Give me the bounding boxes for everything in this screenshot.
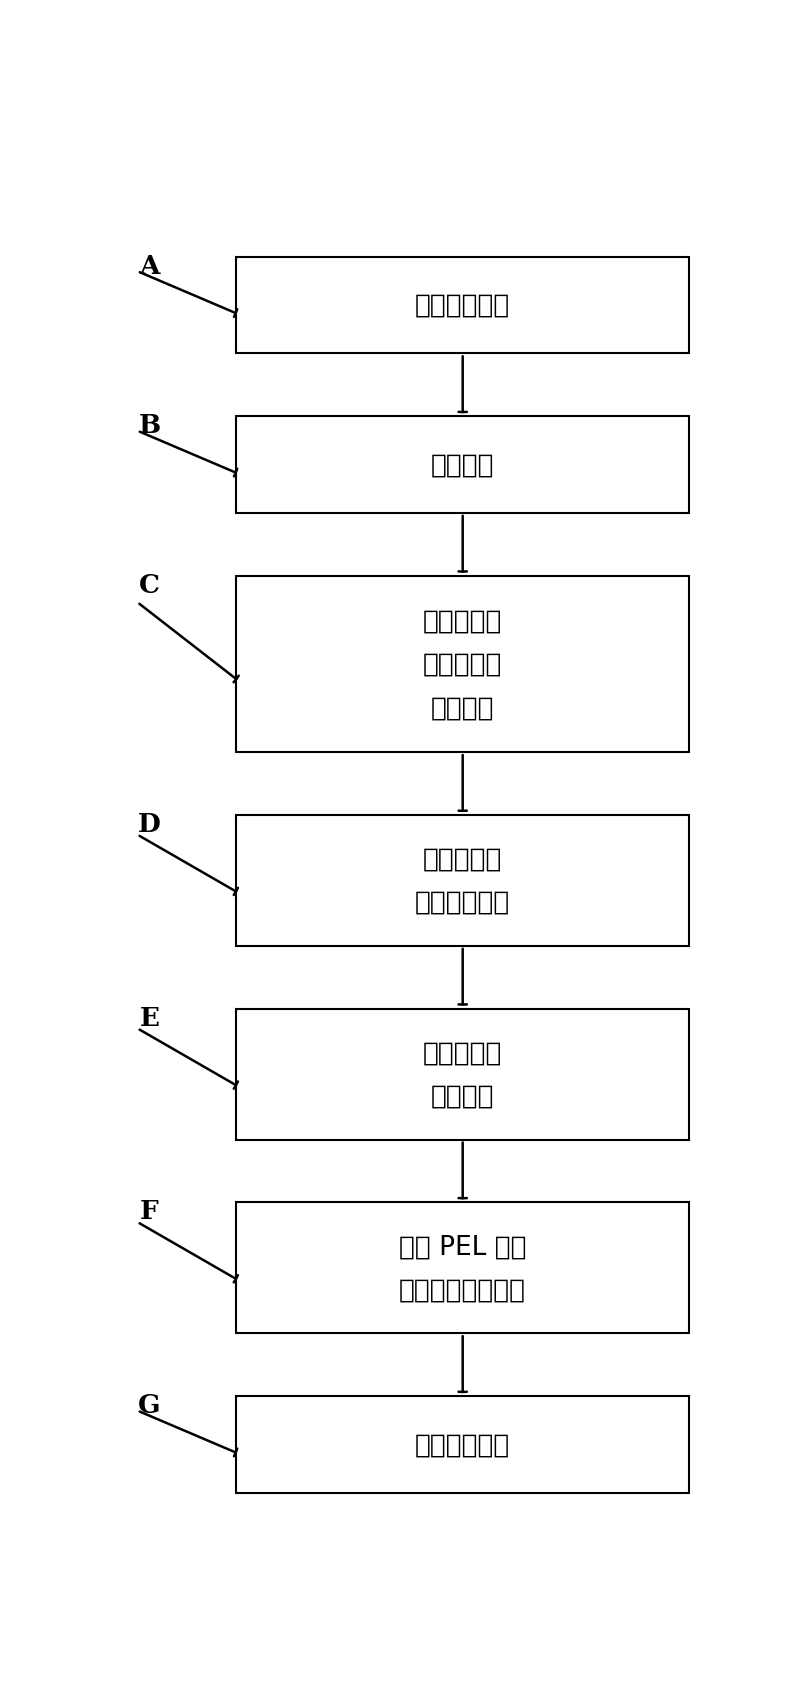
Text: A: A [139,253,160,278]
Text: 建立实验系统: 建立实验系统 [415,294,510,319]
Text: 设置参数，: 设置参数， [423,608,502,635]
Text: 处理图像: 处理图像 [431,1084,494,1110]
Bar [237,816,689,946]
Text: 绘制实时曲线: 绘制实时曲线 [415,1432,510,1458]
Bar [237,577,689,753]
Text: C: C [139,572,160,597]
Text: F: F [140,1198,159,1224]
Bar [237,1202,689,1333]
Text: D: D [138,811,161,836]
Text: B: B [138,413,161,439]
Text: 获得 PEL 值，: 获得 PEL 值， [399,1234,526,1260]
Text: 捕捉图像，: 捕捉图像， [423,847,502,872]
Text: 进行实验，: 进行实验， [423,652,502,678]
Bar [237,258,689,355]
Bar [237,1009,689,1140]
Text: G: G [138,1393,161,1417]
Bar [237,417,689,514]
Text: 创建文本文件: 创建文本文件 [415,889,510,915]
Bar [237,1396,689,1494]
Text: 捕捉视频: 捕捉视频 [431,695,494,720]
Text: 读取图像，: 读取图像， [423,1040,502,1065]
Text: E: E [139,1005,160,1029]
Text: 启动软件: 启动软件 [431,452,494,478]
Text: 保存值到文本文件: 保存值到文本文件 [399,1277,526,1302]
